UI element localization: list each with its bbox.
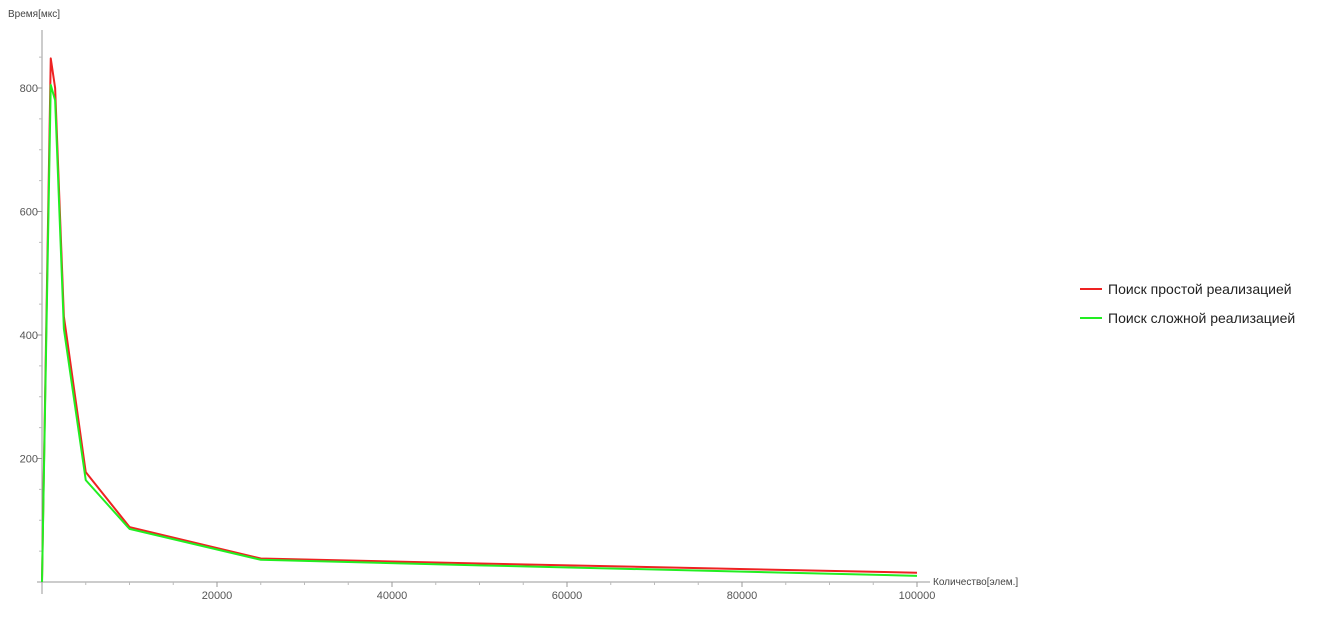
legend-label: Поиск простой реализацией [1108,281,1292,297]
x-axis-title: Количество[элем.] [933,577,1018,588]
ticks: 20000 40000 60000 80000 100000 200 400 600 800 [20,56,936,602]
legend-label: Поиск сложной реализацией [1108,310,1295,326]
legend: Поиск простой реализацией Поиск сложной р… [1080,281,1295,326]
x-tick-label: 60000 [552,590,583,602]
series-line-2 [41,83,918,583]
y-tick-label: 800 [20,83,38,95]
x-tick-label: 20000 [202,590,233,602]
axes [37,30,930,594]
y-tick-label: 400 [20,330,38,342]
y-tick-label: 600 [20,207,38,219]
y-axis-title: Время[мкс] [8,9,60,20]
x-tick-label: 100000 [899,590,936,602]
x-tick-label: 40000 [377,590,408,602]
series-line-1 [41,57,918,583]
series [41,57,918,583]
x-tick-label: 80000 [727,590,758,602]
y-tick-label: 200 [20,454,38,466]
